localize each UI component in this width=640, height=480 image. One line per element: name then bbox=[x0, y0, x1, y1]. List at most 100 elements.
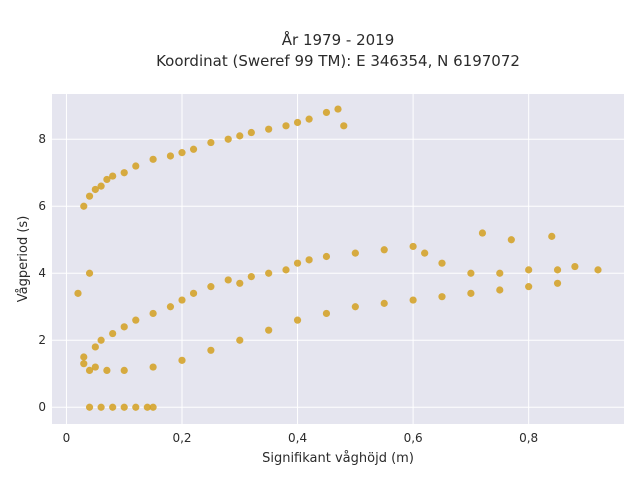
scatter-point bbox=[224, 135, 232, 143]
scatter-point bbox=[91, 343, 99, 351]
scatter-point bbox=[478, 229, 487, 237]
scatter-point bbox=[132, 403, 140, 411]
y-tick-label: 4 bbox=[38, 266, 46, 280]
chart-title-line-1: År 1979 - 2019 bbox=[282, 30, 395, 49]
scatter-point bbox=[571, 262, 579, 271]
scatter-point bbox=[120, 366, 128, 374]
scatter-point bbox=[409, 296, 417, 304]
scatter-point bbox=[97, 403, 105, 411]
scatter-point bbox=[80, 353, 88, 361]
x-tick-label: 0,6 bbox=[404, 431, 423, 445]
scatter-point bbox=[236, 132, 244, 140]
scatter-point bbox=[91, 363, 99, 371]
x-tick-label: 0,8 bbox=[519, 431, 538, 445]
scatter-point bbox=[525, 283, 533, 291]
scatter-point bbox=[340, 122, 348, 130]
scatter-point bbox=[85, 366, 94, 374]
scatter-point bbox=[265, 269, 273, 277]
y-tick-label: 2 bbox=[38, 333, 46, 347]
scatter-point bbox=[178, 356, 186, 364]
scatter-point bbox=[409, 242, 417, 251]
scatter-point bbox=[305, 256, 313, 264]
axis-ticks: 0 0,2 0,4 0,6 0,8 0 2 4 6 8 bbox=[38, 132, 538, 445]
scatter-point bbox=[247, 272, 255, 281]
scatter-point bbox=[293, 118, 302, 127]
scatter-point bbox=[421, 249, 429, 257]
x-tick-label: 0,2 bbox=[172, 431, 191, 445]
scatter-point bbox=[120, 169, 128, 177]
scatter-point bbox=[507, 236, 515, 244]
scatter-point bbox=[85, 403, 94, 411]
scatter-point bbox=[553, 279, 562, 287]
scatter-point bbox=[120, 323, 128, 331]
scatter-point bbox=[143, 403, 151, 411]
scatter-point bbox=[305, 115, 313, 123]
scatter-point bbox=[236, 279, 244, 287]
scatter-point bbox=[207, 138, 215, 147]
scatter-point bbox=[322, 252, 331, 261]
scatter-point bbox=[467, 269, 475, 277]
scatter-point bbox=[467, 289, 475, 297]
scatter-point bbox=[265, 326, 273, 334]
scatter-point bbox=[496, 269, 504, 277]
scatter-point bbox=[74, 289, 82, 297]
scatter-point bbox=[322, 108, 331, 117]
scatter-point bbox=[438, 259, 446, 267]
scatter-point bbox=[438, 293, 446, 301]
y-tick-label: 8 bbox=[38, 132, 46, 146]
scatter-point bbox=[149, 309, 157, 318]
scatter-point bbox=[132, 162, 140, 170]
scatter-point bbox=[553, 266, 562, 274]
scatter-point bbox=[334, 105, 342, 113]
scatter-point bbox=[149, 363, 157, 371]
scatter-point bbox=[189, 289, 198, 297]
scatter-point bbox=[322, 309, 331, 318]
scatter-point bbox=[109, 329, 117, 338]
x-tick-label: 0 bbox=[63, 431, 71, 445]
scatter-point bbox=[85, 269, 94, 277]
scatter-point bbox=[109, 403, 117, 411]
chart-title-line-2: Koordinat (Sweref 99 TM): E 346354, N 61… bbox=[156, 52, 520, 70]
scatter-point bbox=[149, 155, 157, 163]
scatter-point bbox=[178, 296, 186, 304]
scatter-point bbox=[178, 149, 186, 157]
scatter-point bbox=[224, 276, 232, 284]
scatter-point bbox=[97, 182, 105, 190]
scatter-point bbox=[380, 299, 388, 307]
scatter-point bbox=[103, 366, 111, 374]
scatter-point bbox=[149, 403, 157, 411]
scatter-point bbox=[293, 316, 302, 324]
scatter-point bbox=[97, 336, 105, 344]
y-tick-label: 6 bbox=[38, 199, 46, 213]
scatter-point bbox=[236, 336, 244, 344]
scatter-point bbox=[91, 185, 99, 194]
scatter-point bbox=[351, 303, 359, 311]
scatter-point bbox=[109, 172, 117, 180]
scatter-point bbox=[166, 303, 175, 311]
scatter-point bbox=[166, 152, 175, 160]
scatter-point bbox=[293, 259, 302, 267]
scatter-point bbox=[282, 122, 290, 130]
scatter-point bbox=[351, 249, 359, 257]
scatter-point bbox=[132, 316, 140, 324]
scatter-point bbox=[120, 403, 128, 411]
y-tick-label: 0 bbox=[38, 400, 46, 414]
scatter-point bbox=[496, 286, 504, 294]
x-axis-label: Signifikant våghöjd (m) bbox=[262, 451, 414, 466]
scatter-point bbox=[282, 266, 290, 274]
scatter-point bbox=[80, 360, 88, 368]
scatter-point bbox=[594, 266, 602, 274]
scatter-point bbox=[103, 175, 111, 184]
scatter-point bbox=[265, 125, 273, 133]
scatter-point bbox=[525, 266, 533, 274]
x-tick-label: 0,4 bbox=[288, 431, 307, 445]
scatter-point bbox=[80, 202, 88, 210]
plot-area bbox=[52, 94, 624, 424]
y-axis-label: Vågperiod (s) bbox=[16, 216, 31, 303]
scatter-point bbox=[207, 283, 215, 291]
scatter-points bbox=[74, 105, 602, 411]
scatter-point bbox=[548, 232, 556, 240]
scatter-point bbox=[207, 346, 215, 354]
scatter-point bbox=[380, 246, 388, 254]
